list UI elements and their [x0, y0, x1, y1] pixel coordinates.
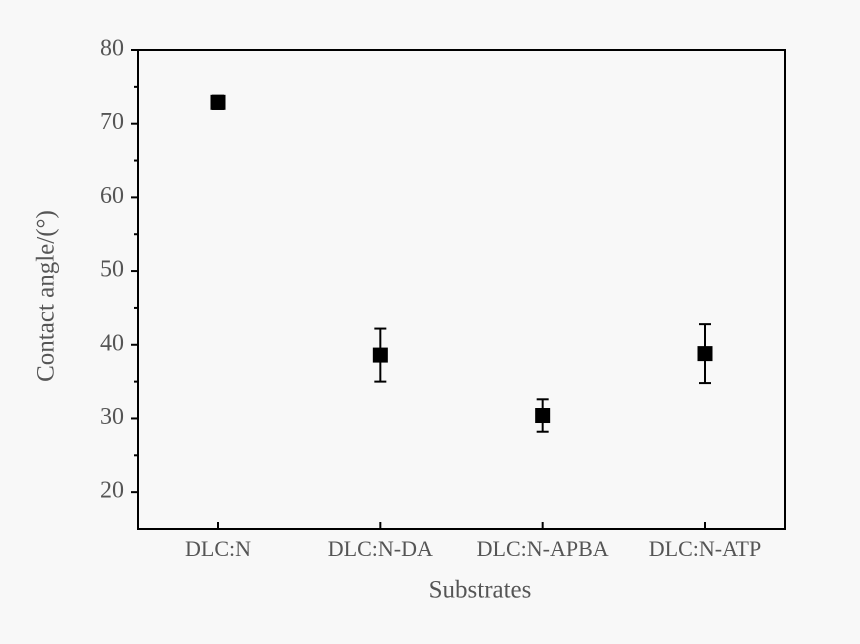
y-tick-label: 80	[100, 36, 124, 62]
marker	[535, 408, 551, 424]
y-tick-label: 20	[100, 478, 124, 504]
x-axis-label: Substrates	[429, 577, 532, 604]
x-tick-label: DLC:N-APBA	[477, 536, 609, 561]
marker	[372, 347, 388, 363]
y-tick-label: 70	[100, 109, 124, 135]
y-tick-label: 50	[100, 257, 124, 283]
marker	[210, 94, 226, 110]
y-tick-label: 60	[100, 183, 124, 209]
marker	[697, 346, 713, 362]
x-tick-label: DLC:N-DA	[328, 536, 433, 561]
y-tick-label: 40	[100, 330, 124, 356]
plot-frame	[137, 49, 786, 530]
x-tick-label: DLC:N-ATP	[649, 536, 761, 561]
y-axis-label: Contact angle/(°)	[33, 210, 60, 382]
y-tick-label: 30	[100, 404, 124, 430]
x-tick-label: DLC:N	[185, 536, 251, 561]
